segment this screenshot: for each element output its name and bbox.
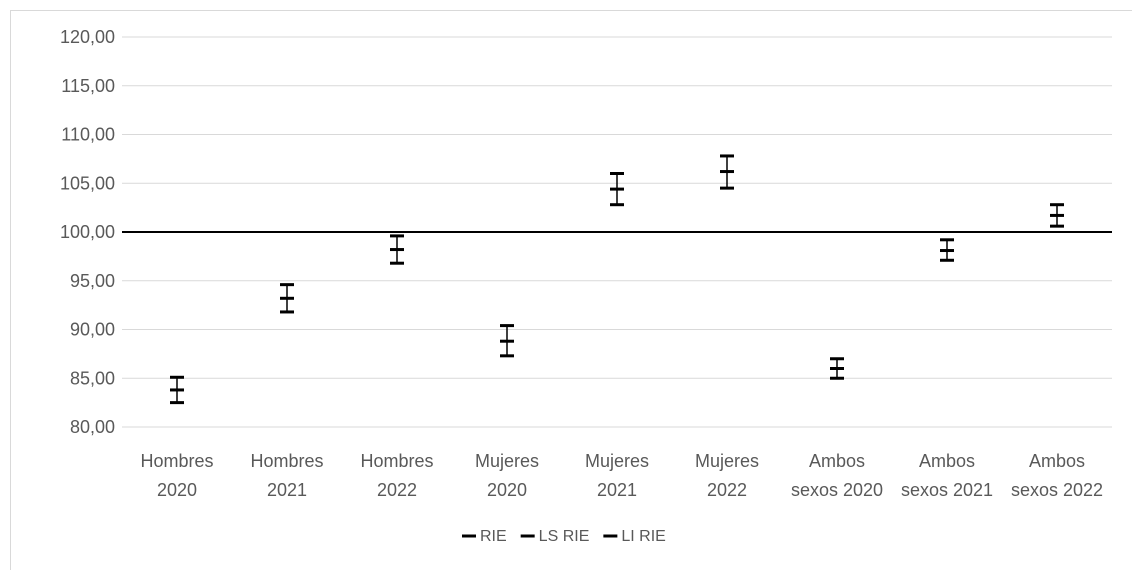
legend-entry: LS RIE: [539, 528, 590, 545]
y-tick-label: 105,00: [60, 173, 115, 193]
y-tick-label: 90,00: [70, 320, 115, 340]
x-category-label: 2022: [707, 480, 747, 500]
x-category-label: 2022: [377, 480, 417, 500]
x-category-label: sexos 2022: [1011, 480, 1103, 500]
y-tick-label: 120,00: [60, 27, 115, 47]
x-category-label: Mujeres: [475, 451, 539, 471]
x-category-label: 2020: [157, 480, 197, 500]
x-category-label: Mujeres: [695, 451, 759, 471]
x-category-label: sexos 2020: [791, 480, 883, 500]
x-category-label: Hombres: [140, 451, 213, 471]
y-tick-label: 85,00: [70, 368, 115, 388]
y-tick-label: 100,00: [60, 222, 115, 242]
x-category-label: Hombres: [250, 451, 323, 471]
legend-entry: LI RIE: [621, 528, 665, 545]
y-tick-label: 80,00: [70, 417, 115, 437]
x-category-label: Hombres: [360, 451, 433, 471]
x-category-label: sexos 2021: [901, 480, 993, 500]
x-category-label: Ambos: [809, 451, 865, 471]
x-category-label: 2021: [597, 480, 637, 500]
x-category-label: Mujeres: [585, 451, 649, 471]
y-tick-label: 110,00: [61, 125, 115, 145]
legend-entry: RIE: [480, 528, 507, 545]
x-category-label: Ambos: [919, 451, 975, 471]
y-tick-label: 95,00: [70, 271, 115, 291]
x-category-label: 2020: [487, 480, 527, 500]
x-category-label: 2021: [267, 480, 307, 500]
chart-frame: [10, 10, 1132, 570]
y-tick-label: 115,00: [61, 76, 115, 96]
x-category-label: Ambos: [1029, 451, 1085, 471]
